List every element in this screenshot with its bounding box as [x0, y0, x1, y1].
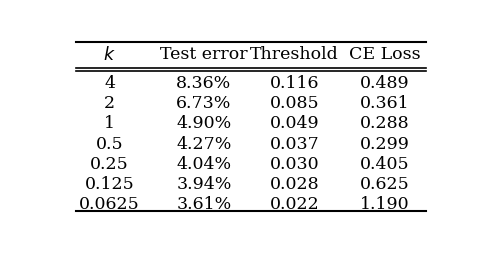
Text: 0.25: 0.25	[90, 156, 129, 173]
Text: 4.27%: 4.27%	[176, 135, 231, 152]
Text: 0.030: 0.030	[269, 156, 319, 173]
Text: 2: 2	[104, 95, 115, 112]
Text: 0.0625: 0.0625	[79, 196, 140, 213]
Text: 0.288: 0.288	[360, 115, 410, 132]
Text: 4.04%: 4.04%	[176, 156, 231, 173]
Text: 0.125: 0.125	[85, 176, 135, 193]
Text: 0.028: 0.028	[269, 176, 319, 193]
Text: 8.36%: 8.36%	[176, 75, 231, 92]
Text: 0.116: 0.116	[270, 75, 319, 92]
Text: 1.190: 1.190	[360, 196, 410, 213]
Text: 0.037: 0.037	[269, 135, 319, 152]
Text: 0.489: 0.489	[360, 75, 410, 92]
Text: 0.625: 0.625	[360, 176, 410, 193]
Text: 0.5: 0.5	[96, 135, 123, 152]
Text: 0.085: 0.085	[269, 95, 319, 112]
Text: 0.299: 0.299	[360, 135, 410, 152]
Text: 1: 1	[104, 115, 115, 132]
Text: 0.022: 0.022	[269, 196, 319, 213]
Text: 3.94%: 3.94%	[176, 176, 231, 193]
Text: 0.049: 0.049	[269, 115, 319, 132]
Text: Test error: Test error	[160, 46, 248, 64]
Text: 0.361: 0.361	[360, 95, 410, 112]
Text: 4: 4	[104, 75, 115, 92]
Text: Threshold: Threshold	[250, 46, 339, 64]
Text: 6.73%: 6.73%	[176, 95, 231, 112]
Text: $k$: $k$	[104, 46, 116, 64]
Text: 3.61%: 3.61%	[176, 196, 231, 213]
Text: 4.90%: 4.90%	[176, 115, 231, 132]
Text: 0.405: 0.405	[360, 156, 410, 173]
Text: CE Loss: CE Loss	[349, 46, 420, 64]
